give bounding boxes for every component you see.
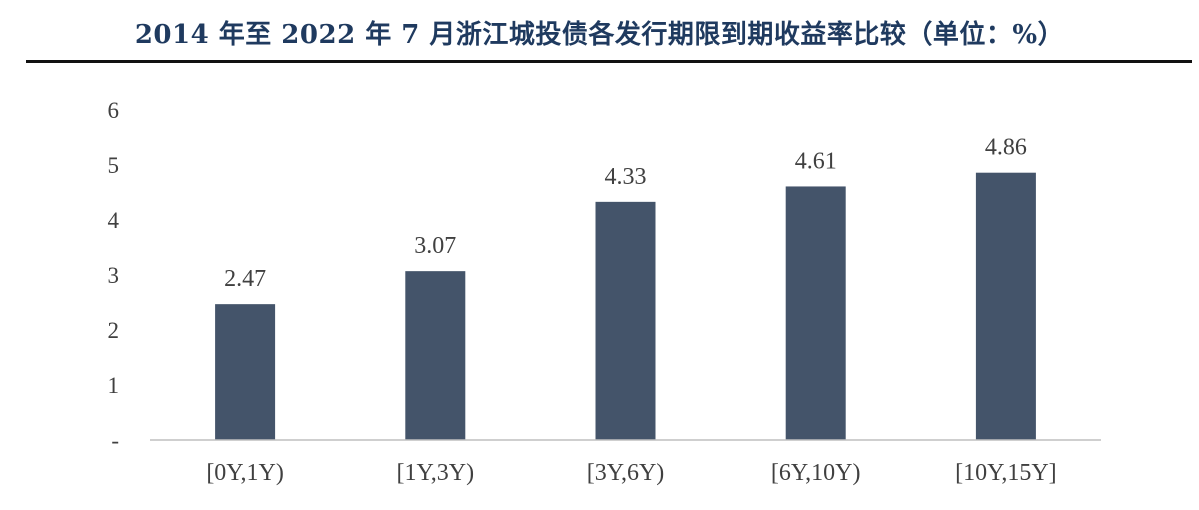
- data-label: 4.86: [985, 135, 1027, 161]
- x-tick-label: [1Y,3Y): [397, 460, 475, 486]
- y-tick-label: 3: [108, 263, 120, 288]
- y-tick-label: 6: [108, 98, 120, 123]
- x-tick-label: [0Y,1Y): [206, 460, 284, 486]
- x-tick-label: [3Y,6Y): [587, 460, 665, 486]
- data-label: 4.33: [605, 164, 647, 190]
- y-tick-label: -: [111, 428, 119, 453]
- bar: [215, 304, 276, 440]
- x-tick-label: [6Y,10Y): [771, 460, 861, 486]
- data-label: 3.07: [414, 233, 456, 259]
- bar: [405, 271, 466, 440]
- bar: [785, 186, 846, 440]
- x-axis-ticks: [0Y,1Y) [1Y,3Y) [3Y,6Y) [6Y,10Y) [10Y,15Y]: [206, 460, 1056, 486]
- chart-title: 2014 年至 2022 年 7 月浙江城投债各发行期限到期收益率比较（单位：%…: [134, 20, 1065, 50]
- x-tick-label: [10Y,15Y]: [955, 460, 1057, 486]
- y-axis-ticks: - 1 2 3 4 5 6: [108, 98, 120, 453]
- data-label: 2.47: [224, 266, 266, 292]
- y-tick-label: 4: [108, 208, 120, 233]
- bar: [975, 172, 1036, 440]
- data-label: 4.61: [795, 148, 837, 174]
- bar: [595, 201, 656, 440]
- title-divider: [26, 60, 1192, 63]
- data-labels: 2.47 3.07 4.33 4.61 4.86: [224, 135, 1027, 292]
- bar-series: [215, 172, 1036, 440]
- y-tick-label: 5: [108, 153, 120, 178]
- y-tick-label: 2: [108, 318, 120, 343]
- y-tick-label: 1: [108, 373, 120, 398]
